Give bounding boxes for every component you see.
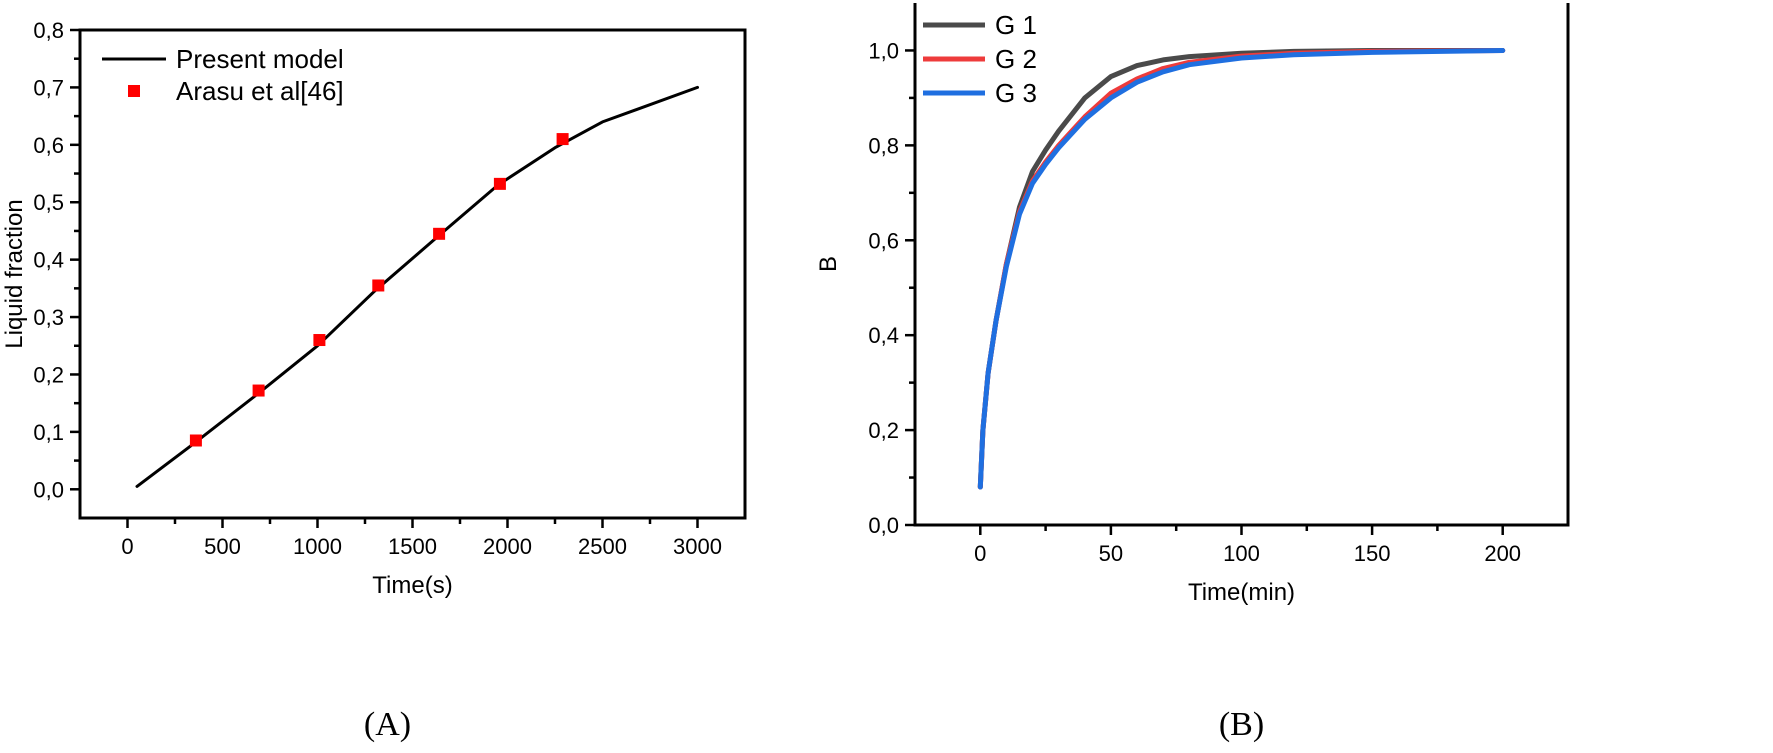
x-tick-label: 0 xyxy=(121,534,133,559)
y-tick-label: 0,0 xyxy=(33,477,64,502)
panel-label: (B) xyxy=(1219,706,1264,743)
y-tick-label: 0,6 xyxy=(868,228,899,253)
data-point-Arasu et al[46] xyxy=(189,434,202,447)
x-tick-label: 1000 xyxy=(293,534,342,559)
legend-label: G 3 xyxy=(995,78,1037,108)
x-tick-label: 500 xyxy=(204,534,241,559)
data-point-Arasu et al[46] xyxy=(433,227,446,240)
y-axis-label: Liquid fraction xyxy=(1,199,28,348)
y-tick-label: 0,8 xyxy=(33,18,64,43)
x-tick-label: 2000 xyxy=(483,534,532,559)
x-tick-label: 3000 xyxy=(673,534,722,559)
x-axis-label: Time(min) xyxy=(1188,579,1295,606)
legend-label: G 1 xyxy=(995,10,1037,40)
legend-marker xyxy=(128,85,140,97)
y-tick-label: 0,2 xyxy=(33,362,64,387)
y-tick-label: 0,0 xyxy=(868,513,899,538)
y-tick-label: 0,5 xyxy=(33,190,64,215)
legend-label: G 2 xyxy=(995,44,1037,74)
x-tick-label: 150 xyxy=(1354,541,1391,566)
x-tick-label: 200 xyxy=(1484,541,1521,566)
panel-b-chart: 0 50 100 150 200 0,0 0,2 0,4 0,6 0,8 1,0 Time(min) B… xyxy=(815,3,1570,743)
y-tick-label: 0,4 xyxy=(33,248,64,273)
data-point-Arasu et al[46] xyxy=(493,177,506,190)
y-axis-label: B xyxy=(815,256,842,272)
x-axis-label: Time(s) xyxy=(372,572,452,599)
y-tick-label: 0,8 xyxy=(868,133,899,158)
data-point-Arasu et al[46] xyxy=(372,279,385,292)
data-point-Arasu et al[46] xyxy=(252,384,265,397)
x-tick-label: 1500 xyxy=(388,534,437,559)
y-tick-label: 0,6 xyxy=(33,133,64,158)
x-tick-label: 100 xyxy=(1223,541,1260,566)
panel-a-chart: 0 500 1000 1500 2000 2500 3000 0,0 0,1 0,2 0,3 0,4 0… xyxy=(1,18,747,743)
y-tick-label: 0,1 xyxy=(33,420,64,445)
legend-label: Present model xyxy=(176,44,344,74)
y-tick-label: 0,3 xyxy=(33,305,64,330)
y-tick-label: 0,7 xyxy=(33,75,64,100)
series-line-2 xyxy=(977,48,1506,490)
legend-label: Arasu et al[46] xyxy=(176,76,344,106)
y-tick-label: 0,4 xyxy=(868,323,899,348)
x-tick-label: 50 xyxy=(1099,541,1123,566)
y-tick-label: 0,2 xyxy=(868,418,899,443)
panel-label: (A) xyxy=(364,706,411,743)
x-tick-label: 0 xyxy=(974,541,986,566)
series-line-0 xyxy=(977,48,1506,490)
x-tick-label: 2500 xyxy=(578,534,627,559)
series-line-0 xyxy=(135,85,699,488)
data-point-Arasu et al[46] xyxy=(313,334,326,347)
series-line-1 xyxy=(977,48,1506,490)
y-tick-label: 1,0 xyxy=(868,38,899,63)
data-point-Arasu et al[46] xyxy=(556,133,569,146)
